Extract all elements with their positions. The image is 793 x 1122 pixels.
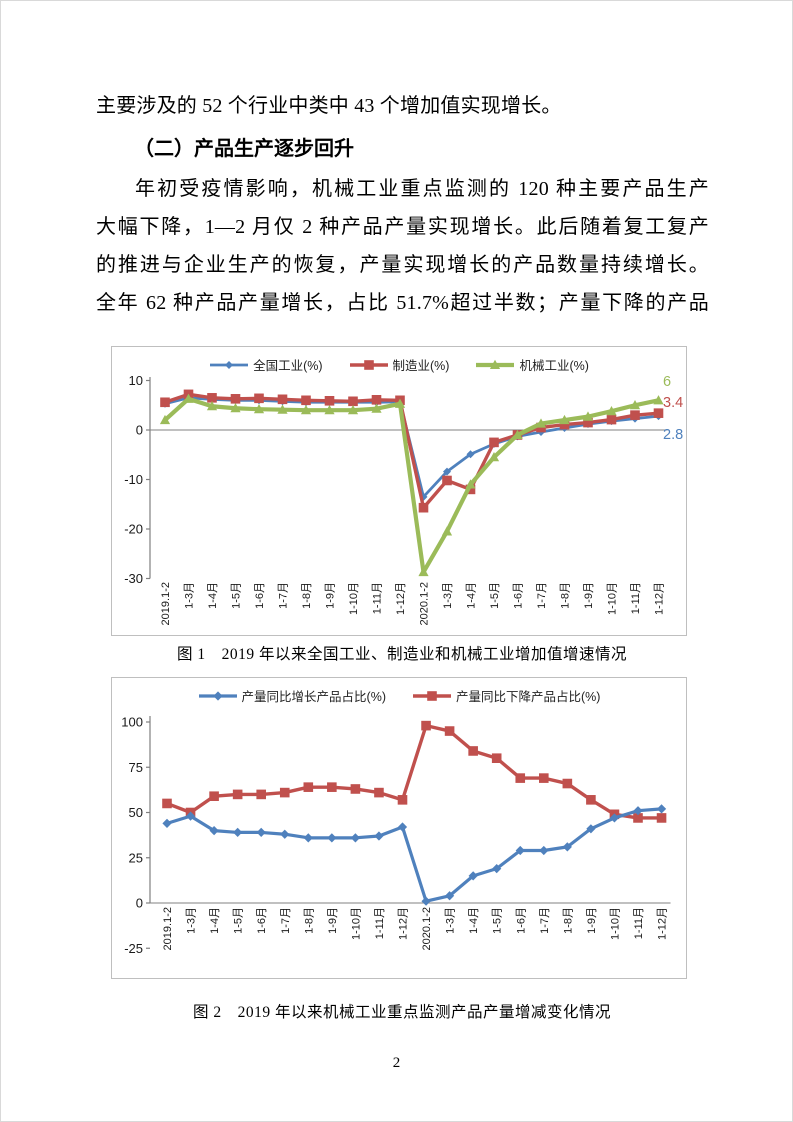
- figure2-chart: 产量同比增长产品占比(%) 产量同比下降产品占比(%) 100 75 50 25 0 -25 2…: [111, 677, 687, 979]
- svg-text:1-11月: 1-11月: [633, 907, 645, 939]
- svg-text:1-5月: 1-5月: [231, 582, 243, 609]
- svg-text:1-3月: 1-3月: [186, 907, 198, 934]
- legend-label: 产量同比下降产品占比(%): [456, 690, 601, 704]
- svg-text:1-12月: 1-12月: [654, 582, 666, 615]
- svg-text:10: 10: [129, 373, 143, 388]
- legend-item: 产量同比下降产品占比(%): [412, 686, 600, 705]
- svg-text:1-4月: 1-4月: [466, 582, 478, 609]
- chart-legend: 全国工业(%) 制造业(%) 机械工业(%): [112, 347, 686, 373]
- svg-text:1-7月: 1-7月: [278, 582, 290, 609]
- svg-text:-25: -25: [124, 941, 143, 956]
- svg-text:1-5月: 1-5月: [489, 582, 501, 609]
- paragraph-line: 年初受疫情影响，机械工业重点监测的 120 种主要产品生产: [135, 178, 709, 200]
- square-marker-icon: [349, 359, 388, 370]
- svg-text:1-12月: 1-12月: [398, 907, 410, 940]
- svg-text:1-12月: 1-12月: [395, 582, 407, 615]
- paragraph-line: 全年 62 种产品产量增长，占比 51.7%超过半数；产量下降的产品: [96, 292, 709, 314]
- svg-text:-10: -10: [124, 472, 143, 487]
- svg-text:1-11月: 1-11月: [374, 907, 386, 939]
- svg-text:1-5月: 1-5月: [492, 907, 504, 934]
- legend-item: 制造业(%): [349, 355, 450, 374]
- section-heading: （二）产品生产逐步回升: [134, 138, 354, 160]
- figure2-caption: 图 2 2019 年以来机械工业重点监测产品产量增减变化情况: [192, 1004, 611, 1021]
- svg-text:1-8月: 1-8月: [562, 907, 574, 934]
- paragraph-line: 大幅下降，1—2 月仅 2 种产品产量实现增长。此后随着复工复产: [96, 216, 709, 238]
- svg-text:100: 100: [121, 715, 143, 730]
- svg-text:1-8月: 1-8月: [303, 907, 315, 934]
- svg-text:1-10月: 1-10月: [348, 582, 360, 615]
- svg-text:1-10月: 1-10月: [609, 907, 621, 940]
- svg-text:1-9月: 1-9月: [325, 582, 337, 609]
- svg-text:1-8月: 1-8月: [301, 582, 313, 609]
- svg-text:1-9月: 1-9月: [327, 907, 339, 934]
- svg-text:1-7月: 1-7月: [280, 907, 292, 934]
- legend-item: 产量同比增长产品占比(%): [198, 686, 386, 705]
- svg-text:1-11月: 1-11月: [372, 582, 384, 614]
- legend-label: 制造业(%): [392, 359, 450, 373]
- svg-text:1-12月: 1-12月: [657, 907, 669, 940]
- svg-text:1-3月: 1-3月: [445, 907, 457, 934]
- body-paragraph: 年初受疫情影响，机械工业重点监测的 120 种主要产品生产 大幅下降，1—2 月…: [96, 170, 709, 322]
- svg-text:1-5月: 1-5月: [233, 907, 245, 934]
- chart-plot: 100 75 50 25 0 -25 2019.1-2 1-3月 1-4月 1-5月 1-6月 1-7…: [121, 715, 671, 956]
- legend-item: 全国工业(%): [209, 355, 323, 374]
- svg-text:1-11月: 1-11月: [630, 582, 642, 614]
- svg-text:75: 75: [129, 760, 143, 775]
- svg-text:1-3月: 1-3月: [442, 582, 454, 609]
- legend-label: 全国工业(%): [253, 359, 323, 373]
- legend-item: 机械工业(%): [475, 355, 589, 374]
- page-number: 2: [392, 1055, 401, 1071]
- diamond-marker-icon: [210, 360, 249, 369]
- svg-text:1-7月: 1-7月: [536, 582, 548, 609]
- svg-text:50: 50: [129, 805, 143, 820]
- svg-text:1-4月: 1-4月: [468, 907, 480, 934]
- legend-label: 机械工业(%): [519, 359, 589, 373]
- chart-plot: 10 0 -10 -20 -30 2019.1-2 1-3月 1-4月 1-5月 1-6月 1-7月…: [124, 373, 683, 625]
- svg-text:1-9月: 1-9月: [583, 582, 595, 609]
- svg-text:25: 25: [129, 850, 143, 865]
- svg-text:1-6月: 1-6月: [513, 582, 525, 609]
- chart-legend: 产量同比增长产品占比(%) 产量同比下降产品占比(%): [112, 678, 686, 704]
- svg-text:0: 0: [136, 423, 143, 438]
- figure1-chart: 全国工业(%) 制造业(%) 机械工业(%) 10 0 -10 -20 -30 2019.1-2…: [111, 346, 687, 636]
- diamond-marker-icon: [198, 690, 237, 701]
- svg-text:1-4月: 1-4月: [209, 907, 221, 934]
- square-marker-icon: [413, 690, 451, 701]
- svg-text:-20: -20: [124, 522, 143, 537]
- svg-text:1-4月: 1-4月: [207, 582, 219, 609]
- svg-text:1-7月: 1-7月: [539, 907, 551, 934]
- svg-text:1-6月: 1-6月: [256, 907, 268, 934]
- svg-text:2020.1-2: 2020.1-2: [421, 907, 433, 950]
- svg-text:3.4: 3.4: [663, 395, 683, 411]
- svg-text:1-8月: 1-8月: [560, 582, 572, 609]
- svg-text:2.8: 2.8: [663, 427, 683, 443]
- paragraph-tail: 主要涉及的 52 个行业中类中 43 个增加值实现增长。: [96, 95, 562, 117]
- svg-text:6: 6: [663, 374, 671, 390]
- svg-text:1-6月: 1-6月: [515, 907, 527, 934]
- triangle-marker-icon: [476, 359, 515, 369]
- svg-text:1-10月: 1-10月: [350, 907, 362, 940]
- svg-text:2019.1-2: 2019.1-2: [162, 907, 174, 950]
- svg-text:1-6月: 1-6月: [254, 582, 266, 609]
- svg-text:1-3月: 1-3月: [184, 582, 196, 609]
- legend-label: 产量同比增长产品占比(%): [241, 690, 386, 704]
- svg-text:-30: -30: [124, 571, 143, 586]
- svg-text:0: 0: [136, 896, 143, 911]
- svg-text:1-9月: 1-9月: [586, 907, 598, 934]
- paragraph-line: 的推进与企业生产的恢复，产量实现增长的产品数量持续增长。: [96, 254, 709, 276]
- svg-text:2019.1-2: 2019.1-2: [160, 582, 172, 625]
- svg-text:1-10月: 1-10月: [607, 582, 619, 615]
- figure1-caption: 图 1 2019 年以来全国工业、制造业和机械工业增加值增速情况: [176, 646, 627, 663]
- svg-text:2020.1-2: 2020.1-2: [419, 582, 431, 625]
